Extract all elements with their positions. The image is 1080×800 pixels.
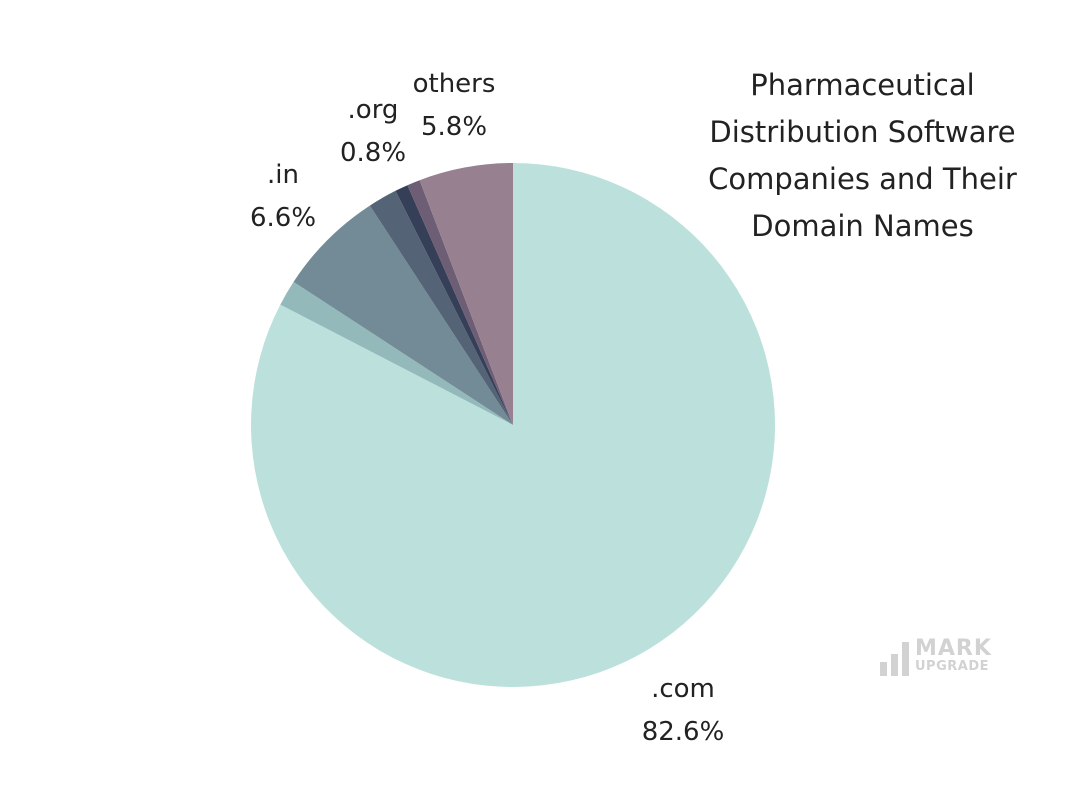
logo-bar-icon xyxy=(891,654,898,676)
pie-slice-unlabelled-4 xyxy=(395,185,513,425)
slice-label-others: others xyxy=(413,69,496,99)
slice-label-com: .com xyxy=(651,674,715,704)
pie-slice-org xyxy=(407,180,513,425)
logo-word-mark: MARK xyxy=(915,636,992,661)
slice-label-in: .in xyxy=(267,160,299,190)
chart-title: Pharmaceutical Distribution Software Com… xyxy=(708,68,1017,243)
pie-slice-in xyxy=(293,205,513,425)
logo-word-upgrade: UPGRADE xyxy=(915,659,989,674)
slice-label-org: .org xyxy=(348,95,399,125)
slice-value-org: 0.8% xyxy=(340,138,406,168)
pie-slice-unlabelled-3 xyxy=(369,190,513,425)
pie-slices xyxy=(251,163,776,687)
pie-slice-others xyxy=(419,163,513,425)
slice-value-others: 5.8% xyxy=(421,112,487,142)
logo-bar-icon xyxy=(902,642,909,676)
slice-value-com: 82.6% xyxy=(642,717,725,747)
slice-value-in: 6.6% xyxy=(250,203,316,233)
logo-bar-icon xyxy=(880,662,887,676)
pie-labels: .com 82.6% .in 6.6% .org 0.8% others 5.8% xyxy=(250,69,724,747)
pie-slice-unlabelled-1 xyxy=(280,281,513,425)
brand-logo: MARK UPGRADE xyxy=(878,638,1008,680)
pie-slice-com xyxy=(251,163,776,687)
